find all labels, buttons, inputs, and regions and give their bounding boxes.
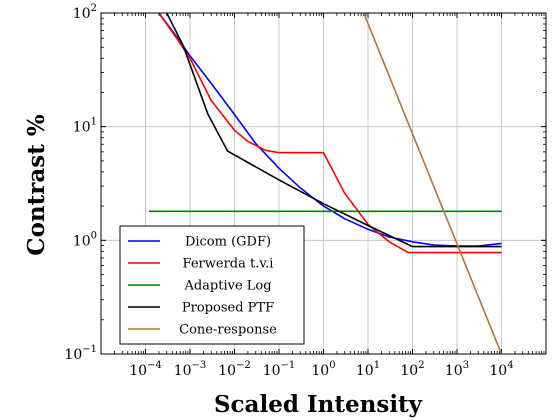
x-tick-labels: 10−4 10−3 10−2 10−1 100 101 102 103 104 (129, 360, 513, 379)
series-line-dicom-gdf (158, 13, 502, 247)
x-tick-label: 10−1 (263, 360, 296, 379)
grid-lines (101, 13, 546, 354)
x-axis-title: Scaled Intensity (214, 391, 423, 418)
x-tick-label: 100 (311, 360, 335, 379)
x-tick-label: 10−3 (174, 360, 207, 379)
legend-label: Adaptive Log (183, 279, 271, 294)
x-tick-label: 10−4 (129, 360, 162, 379)
series-line-ferwerda-t-v-i (158, 13, 502, 254)
series-line-proposed-ptf (165, 13, 502, 248)
y-tick-labels: 10−1 100 101 102 (64, 3, 97, 363)
y-tick-label: 100 (73, 230, 97, 249)
x-tick-label: 102 (400, 360, 424, 379)
legend-label: Cone-response (179, 323, 277, 338)
y-axis-title: Contrast % (23, 114, 50, 256)
plot-frame (100, 12, 547, 355)
legend-label: Ferwerda t.v.i (183, 257, 274, 272)
x-tick-label: 10−2 (218, 360, 251, 379)
y-tick-label: 10−1 (64, 344, 97, 363)
legend: Dicom (GDF) Ferwerda t.v.i Adaptive Log Pro… (119, 225, 305, 345)
legend-label: Dicom (GDF) (185, 235, 271, 250)
y-tick-label: 102 (73, 3, 97, 22)
x-tick-label: 104 (489, 360, 513, 379)
x-tick-label: 101 (356, 360, 380, 379)
y-tick-label: 101 (73, 117, 97, 136)
series-line-cone-response (362, 13, 503, 354)
x-tick-label: 103 (445, 360, 469, 379)
series-lines (149, 13, 503, 354)
legend-label: Proposed PTF (182, 301, 274, 316)
